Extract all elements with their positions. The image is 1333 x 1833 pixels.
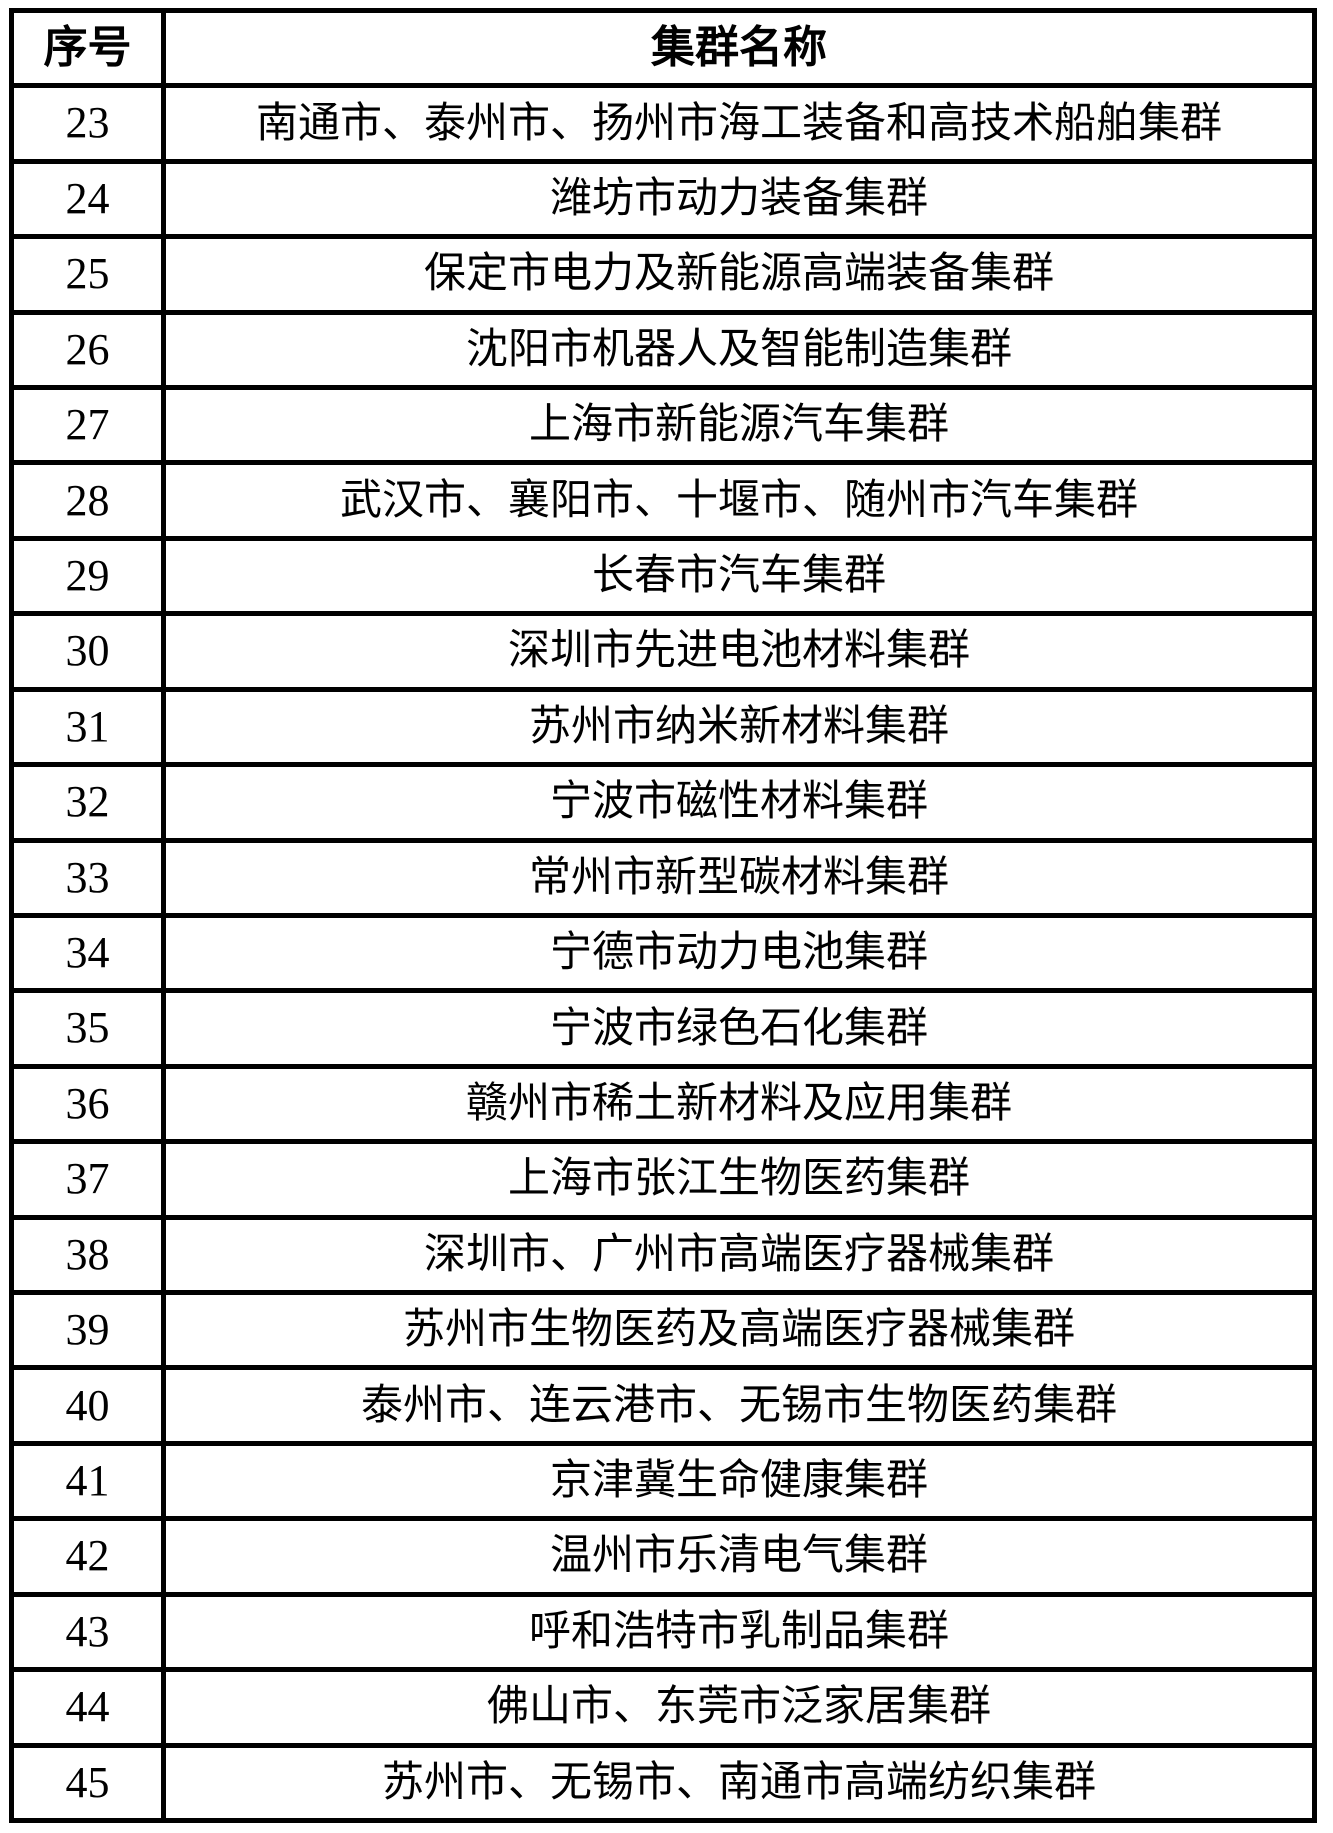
row-serial-number: 28	[14, 465, 166, 541]
row-serial-number: 40	[14, 1370, 166, 1446]
row-serial-number: 34	[14, 917, 166, 994]
row-cluster-name: 宁波市绿色石化集群	[166, 993, 1317, 1069]
header-serial-number: 序号	[14, 13, 166, 89]
row-serial-number: 45	[14, 1747, 166, 1823]
row-serial-number: 31	[14, 691, 166, 768]
row-cluster-name: 深圳市先进电池材料集群	[166, 616, 1317, 692]
row-cluster-name: 呼和浩特市乳制品集群	[166, 1596, 1317, 1673]
row-cluster-name: 潍坊市动力装备集群	[166, 163, 1317, 240]
row-serial-number: 26	[14, 314, 166, 391]
row-cluster-name: 保定市电力及新能源高端装备集群	[166, 239, 1317, 315]
row-cluster-name: 宁德市动力电池集群	[166, 917, 1317, 994]
row-cluster-name: 常州市新型碳材料集群	[166, 842, 1317, 918]
row-cluster-name: 宁波市磁性材料集群	[166, 767, 1317, 843]
row-cluster-name: 上海市新能源汽车集群	[166, 390, 1317, 466]
row-cluster-name: 苏州市纳米新材料集群	[166, 691, 1317, 768]
row-serial-number: 43	[14, 1596, 166, 1673]
row-serial-number: 41	[14, 1445, 166, 1522]
row-cluster-name: 深圳市、广州市高端医疗器械集群	[166, 1219, 1317, 1296]
row-cluster-name: 泰州市、连云港市、无锡市生物医药集群	[166, 1370, 1317, 1446]
row-cluster-name: 苏州市生物医药及高端医疗器械集群	[166, 1295, 1317, 1371]
row-serial-number: 35	[14, 993, 166, 1069]
row-serial-number: 36	[14, 1068, 166, 1145]
row-serial-number: 42	[14, 1521, 166, 1597]
row-cluster-name: 上海市张江生物医药集群	[166, 1144, 1317, 1220]
row-cluster-name: 温州市乐清电气集群	[166, 1521, 1317, 1597]
row-serial-number: 27	[14, 390, 166, 466]
row-serial-number: 25	[14, 239, 166, 315]
row-serial-number: 29	[14, 540, 166, 617]
row-serial-number: 32	[14, 767, 166, 843]
row-serial-number: 24	[14, 163, 166, 240]
row-cluster-name: 武汉市、襄阳市、十堰市、随州市汽车集群	[166, 465, 1317, 541]
row-cluster-name: 南通市、泰州市、扬州市海工装备和高技术船舶集群	[166, 88, 1317, 164]
row-serial-number: 37	[14, 1144, 166, 1220]
cluster-table: 序号 集群名称 23 南通市、泰州市、扬州市海工装备和高技术船舶集群 24 潍坊市动力…	[9, 8, 1317, 1823]
row-serial-number: 33	[14, 842, 166, 918]
header-cluster-name: 集群名称	[166, 13, 1317, 89]
row-cluster-name: 赣州市稀土新材料及应用集群	[166, 1068, 1317, 1145]
row-cluster-name: 京津冀生命健康集群	[166, 1445, 1317, 1522]
row-cluster-name: 长春市汽车集群	[166, 540, 1317, 617]
row-cluster-name: 沈阳市机器人及智能制造集群	[166, 314, 1317, 391]
row-serial-number: 38	[14, 1219, 166, 1296]
row-serial-number: 44	[14, 1672, 166, 1748]
row-serial-number: 30	[14, 616, 166, 692]
row-cluster-name: 佛山市、东莞市泛家居集群	[166, 1672, 1317, 1748]
row-cluster-name: 苏州市、无锡市、南通市高端纺织集群	[166, 1747, 1317, 1823]
row-serial-number: 39	[14, 1295, 166, 1371]
row-serial-number: 23	[14, 88, 166, 164]
